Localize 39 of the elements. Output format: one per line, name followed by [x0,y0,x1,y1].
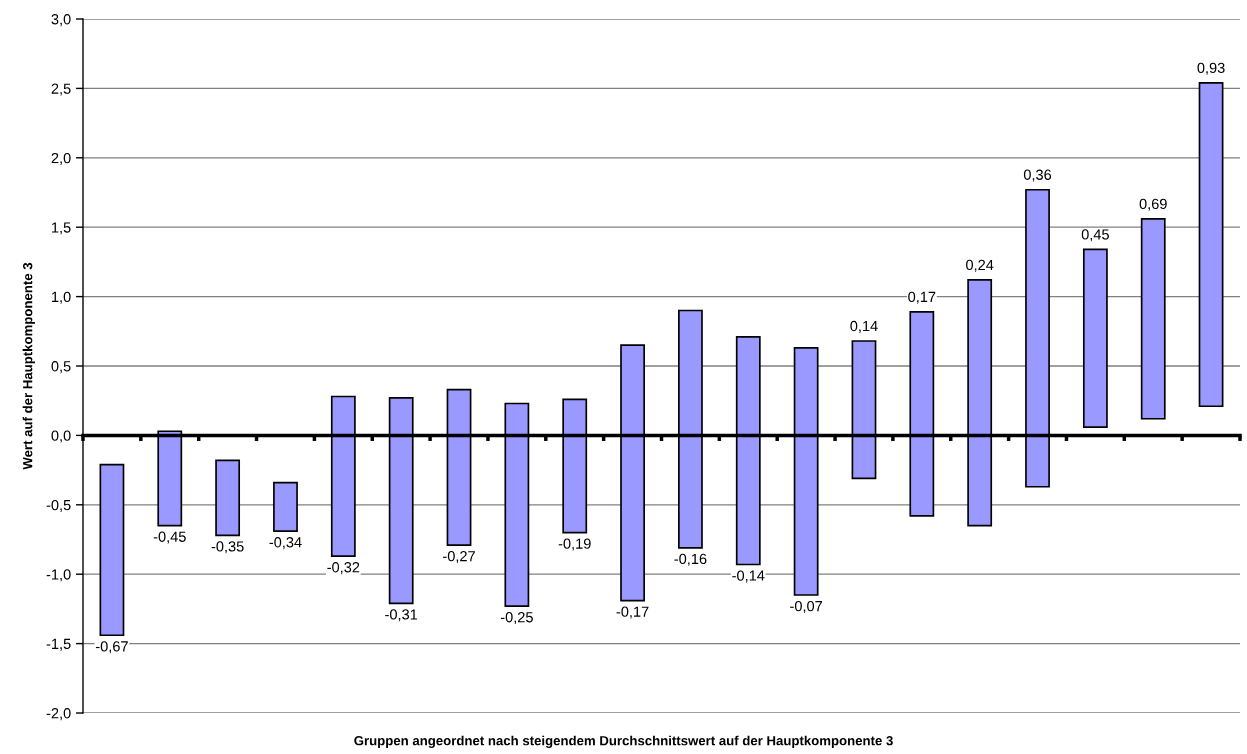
annotation: -0,67 [95,641,128,654]
annotation: -0,34 [269,537,302,550]
y-tick-label: 2,0 [51,152,71,165]
annotation: -0,19 [558,538,591,551]
annotation: -0,45 [153,531,186,544]
y-tick-label: 1,5 [52,222,71,235]
bar [215,459,241,537]
annotation: 0,17 [908,291,936,304]
annotation: 0,14 [850,320,878,333]
annotation: 0,24 [966,259,994,272]
annotation: 0,93 [1197,62,1225,75]
y-tick-label: 1,0 [52,291,71,304]
annotation: -0,32 [327,562,360,575]
x-axis-title: Gruppen angeordnet nach steigendem Durchschnittswert auf der Hauptkomponente 3 [354,735,893,748]
annotation: -0,16 [674,553,707,566]
annotation: -0,17 [616,606,649,619]
bar [1140,218,1166,420]
y-axis-title: Wert auf der Hauptkomponente 3 [22,262,35,470]
y-tick-label: 0,0 [51,430,71,443]
y-tick-label: -0,5 [46,499,71,512]
y-tick-label: -1,0 [46,569,71,582]
annotation: -0,31 [385,609,418,622]
annotation: 0,69 [1139,198,1167,211]
annotation: 0,45 [1081,229,1109,242]
y-tick-label: -2,0 [46,708,71,721]
annotation: -0,07 [790,600,823,614]
annotation: -0,27 [443,550,475,564]
y-tick-label: 3,0 [51,14,71,27]
y-tick-label: 2,5 [51,83,71,96]
y-tick-label: 0,5 [51,361,71,374]
annotation: -0,25 [500,612,533,625]
bar [99,463,125,637]
annotation: -0,14 [732,570,765,583]
y-tick-label: -1,5 [46,638,71,651]
annotation: -0,35 [211,541,244,554]
bar [1198,82,1224,408]
bar [1082,248,1108,428]
annotation: 0,36 [1023,169,1052,182]
bar [273,481,298,533]
